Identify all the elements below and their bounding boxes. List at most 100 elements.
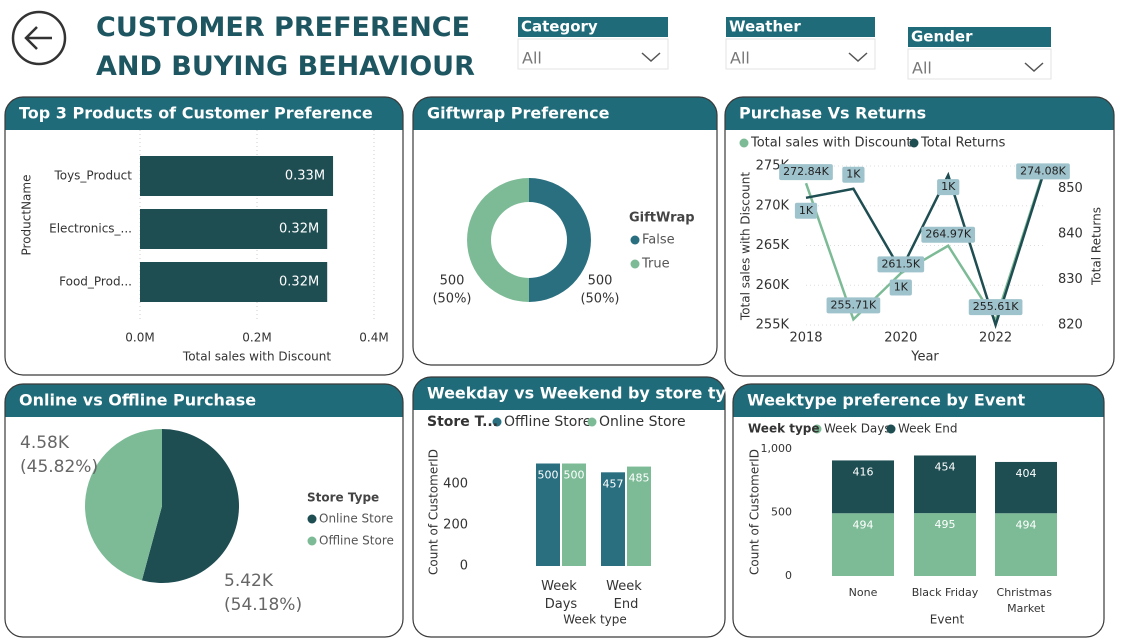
legend-label: Week End: [898, 422, 958, 436]
x-axis-title: Year: [910, 350, 939, 365]
legend-marker: [492, 417, 502, 427]
bar: [140, 209, 328, 249]
bar: [562, 463, 586, 566]
legend-label: False: [642, 233, 675, 248]
data-label-bg: [779, 164, 833, 181]
data-label: 1K: [941, 180, 956, 193]
donut-slice: [529, 178, 591, 302]
value-label: 404: [1016, 467, 1037, 480]
legend-label: Total Returns: [920, 136, 1006, 151]
filter-label: Weather: [729, 18, 801, 36]
bar: [601, 472, 625, 566]
legend-marker: [587, 417, 597, 427]
filter-label-bg: [908, 27, 1051, 47]
dropdown-chevron: [1024, 62, 1044, 73]
back-button[interactable]: [11, 10, 67, 66]
x-tick-label: Black Friday: [912, 586, 979, 599]
legend-label: Offline Store: [504, 414, 591, 430]
value-label: 0.33M: [285, 169, 325, 184]
value-label: 494: [1016, 518, 1037, 531]
legend-label: Online Store: [319, 512, 393, 526]
x-tick-label: Week End: [606, 579, 646, 612]
panel-title: Weektype preference by Event: [747, 391, 1025, 410]
x-tick-label: 2020: [884, 331, 917, 346]
y-tick-label: 0: [460, 559, 468, 574]
value-label: 457: [603, 477, 624, 490]
legend-marker: [307, 514, 317, 524]
y-tick-label: 1,000: [761, 442, 793, 455]
data-label-bg: [794, 202, 818, 219]
panel-header: [413, 97, 717, 130]
legend-label: Offline Store: [319, 534, 394, 548]
legend-marker: [739, 138, 749, 148]
y-tick-label: 255K: [756, 318, 790, 333]
panel-header: [5, 384, 403, 417]
legend-title: Week type: [748, 422, 820, 436]
panel-border: [732, 383, 1105, 638]
panel-border: [412, 96, 718, 366]
bar: [914, 455, 976, 514]
y-tick-label: 200: [443, 518, 468, 533]
bar: [140, 156, 334, 196]
legend-label: Week Days: [824, 422, 891, 436]
panel-title: Purchase Vs Returns: [739, 104, 926, 123]
y-tick-label: 260K: [756, 278, 790, 293]
y-axis-title: Count of CustomerID: [748, 449, 762, 575]
category-label: Toys_Product: [53, 169, 132, 183]
panel-border: [412, 376, 726, 638]
y2-tick-label: 820: [1058, 318, 1083, 333]
data-label-bg: [877, 256, 925, 273]
y2-axis-title: Total Returns: [1090, 207, 1104, 286]
legend-title: GiftWrap: [629, 211, 695, 226]
x-axis-title: Week type: [563, 613, 627, 627]
panel-border: [4, 96, 404, 376]
x-axis-title: Total sales with Discount: [182, 350, 331, 364]
y-tick-label: 0: [785, 569, 792, 582]
data-label-bg: [937, 179, 960, 196]
x-tick-label: Week Days: [541, 579, 581, 612]
y-axis-title: ProductName: [20, 175, 34, 256]
data-label: 255.71K: [831, 298, 877, 311]
bar: [995, 461, 1057, 514]
legend-marker: [909, 138, 919, 148]
value-label: 500: [538, 469, 559, 482]
x-tick-label: None: [849, 586, 878, 599]
value-label: 0.32M: [279, 222, 319, 237]
bar: [914, 513, 976, 576]
bar: [832, 460, 894, 514]
filter-label-bg: [726, 17, 875, 37]
value-label: 500: [588, 274, 613, 289]
filter-value: All: [912, 59, 932, 78]
data-label-bg: [889, 279, 912, 296]
donut-slice: [467, 178, 529, 302]
bar: [627, 466, 651, 566]
data-label: 264.97K: [925, 228, 971, 241]
pie-slice: [85, 429, 162, 581]
bar: [140, 262, 328, 302]
dropdown-chevron: [641, 52, 661, 63]
panel-title: Weekday vs Weekend by store type: [427, 384, 748, 403]
legend-label: True: [641, 257, 670, 272]
value-label: 500: [564, 469, 585, 482]
value-label: 416: [853, 465, 874, 478]
x-axis-title: Event: [930, 613, 965, 627]
data-label: 255.61K: [973, 300, 1019, 313]
panel: [413, 97, 717, 365]
legend-label: Online Store: [599, 414, 686, 430]
panel-title: Giftwrap Preference: [427, 104, 610, 123]
filter-label: Gender: [911, 28, 973, 46]
bar: [536, 463, 560, 566]
legend-label: Total sales with Discount: [750, 136, 912, 151]
value-label: 454: [935, 460, 956, 473]
y2-tick-label: 840: [1058, 227, 1083, 242]
y2-tick-label: 830: [1058, 272, 1083, 287]
legend-marker: [886, 424, 896, 434]
legend-marker: [630, 259, 640, 269]
y-axis-title: Total sales with Discount: [739, 172, 753, 321]
percent-label: (50%): [432, 292, 471, 307]
value-label: 0.32M: [279, 275, 319, 290]
value-label: 485: [629, 472, 650, 485]
value-label: 5.42K: [224, 571, 274, 591]
x-tick-label: 0.0M: [125, 331, 154, 345]
